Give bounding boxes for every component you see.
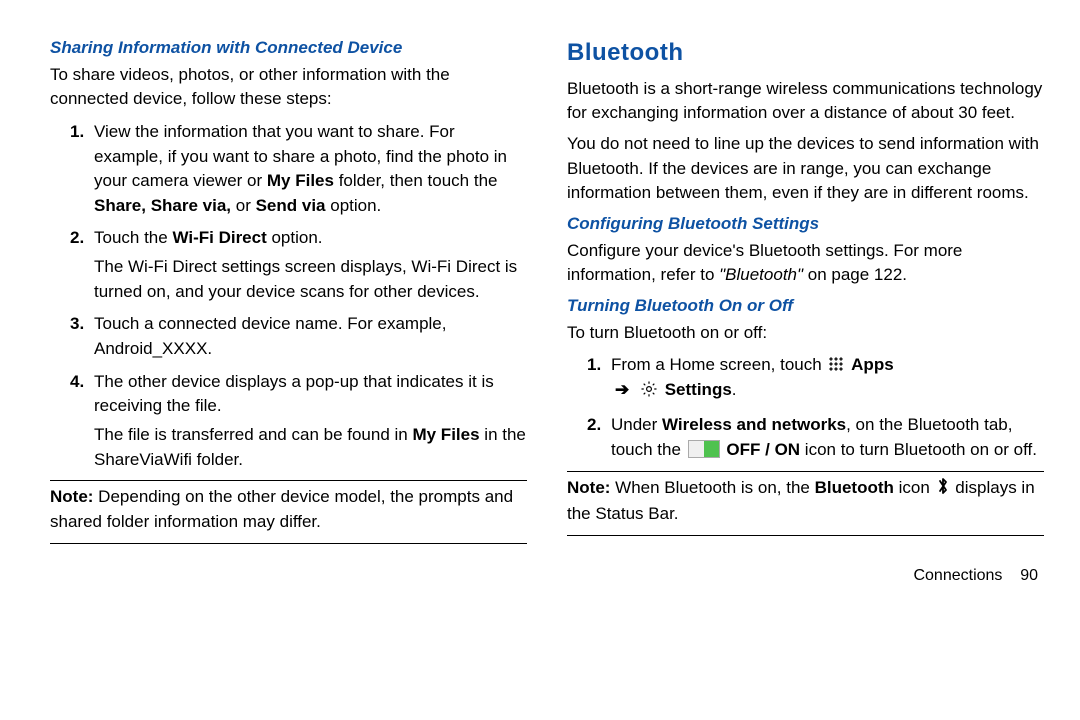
sharing-step-4: 4. The other device displays a pop-up th… <box>70 370 527 473</box>
sharing-heading: Sharing Information with Connected Devic… <box>50 36 527 61</box>
sharing-steps-list: 1. View the information that you want to… <box>50 120 527 472</box>
bluetooth-p1: Bluetooth is a short-range wireless comm… <box>567 77 1044 126</box>
page-footer: Connections 90 <box>567 564 1044 587</box>
footer-section: Connections <box>913 567 1002 584</box>
step-number: 3. <box>70 312 94 361</box>
arrow-icon: ➔ <box>615 380 629 399</box>
turning-steps-list: 1. From a Home screen, touch Apps ➔ Sett… <box>567 353 1044 463</box>
step-text: Under Wireless and networks, on the Blue… <box>611 413 1044 462</box>
turning-intro: To turn Bluetooth on or off: <box>567 321 1044 346</box>
step-continuation: The Wi-Fi Direct settings screen display… <box>94 255 527 304</box>
page-container: Sharing Information with Connected Devic… <box>0 0 1080 597</box>
note-divider-bottom <box>567 535 1044 536</box>
note-divider-top <box>567 471 1044 472</box>
step-number: 1. <box>70 120 94 219</box>
bluetooth-p2: You do not need to line up the devices t… <box>567 132 1044 206</box>
left-column: Sharing Information with Connected Devic… <box>50 36 527 587</box>
note-divider-bottom <box>50 543 527 544</box>
turning-step-1: 1. From a Home screen, touch Apps ➔ Sett… <box>587 353 1044 405</box>
note-divider-top <box>50 480 527 481</box>
sharing-intro: To share videos, photos, or other inform… <box>50 63 527 112</box>
turning-step-2: 2. Under Wireless and networks, on the B… <box>587 413 1044 462</box>
sharing-step-3: 3. Touch a connected device name. For ex… <box>70 312 527 361</box>
step-number: 2. <box>587 413 611 462</box>
bluetooth-icon <box>937 477 949 503</box>
bluetooth-note: Note: When Bluetooth is on, the Bluetoot… <box>567 476 1044 527</box>
step-continuation: The file is transferred and can be found… <box>94 423 527 472</box>
configuring-heading: Configuring Bluetooth Settings <box>567 212 1044 237</box>
gear-icon <box>640 380 658 406</box>
apps-icon <box>828 356 844 372</box>
footer-page-number: 90 <box>1020 567 1038 584</box>
bluetooth-heading: Bluetooth <box>567 36 1044 71</box>
configuring-text: Configure your device's Bluetooth settin… <box>567 239 1044 288</box>
sharing-step-2: 2. Touch the Wi-Fi Direct option. The Wi… <box>70 226 527 304</box>
sharing-step-1: 1. View the information that you want to… <box>70 120 527 219</box>
step-text: Touch a connected device name. For examp… <box>94 312 527 361</box>
step-text: View the information that you want to sh… <box>94 120 527 219</box>
step-number: 2. <box>70 226 94 304</box>
step-text: The other device displays a pop-up that … <box>94 370 527 473</box>
sharing-note: Note: Depending on the other device mode… <box>50 485 527 534</box>
step-text: Touch the Wi-Fi Direct option. The Wi-Fi… <box>94 226 527 304</box>
step-text: From a Home screen, touch Apps ➔ Setting… <box>611 353 1044 405</box>
toggle-icon <box>688 440 720 458</box>
step-number: 1. <box>587 353 611 405</box>
right-column: Bluetooth Bluetooth is a short-range wir… <box>567 36 1044 587</box>
turning-heading: Turning Bluetooth On or Off <box>567 294 1044 319</box>
step-number: 4. <box>70 370 94 473</box>
